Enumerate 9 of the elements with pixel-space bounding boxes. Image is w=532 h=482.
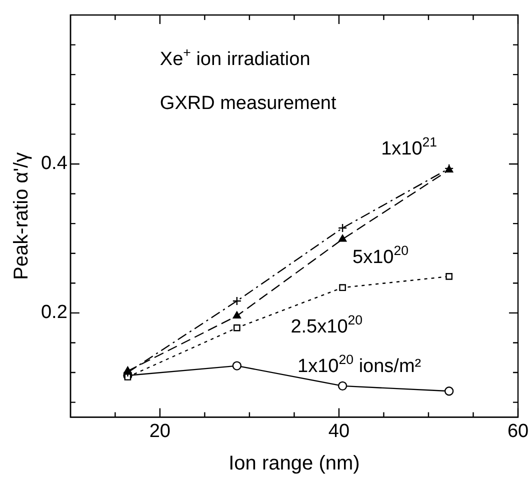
x-axis-title: Ion range (nm) [228,452,360,475]
x-tick-label: 20 [149,420,170,442]
y-tick-label: 0.2 [40,302,68,324]
annotation: Xe+ ion irradiation [160,45,310,70]
annotation: GXRD measurement [160,93,337,114]
y-axis-title: Peak-ratio α'/γ [10,152,33,280]
x-tick-label: 40 [328,420,350,442]
x-tick-label: 60 [507,420,529,442]
y-tick-label: 0.4 [40,153,68,174]
